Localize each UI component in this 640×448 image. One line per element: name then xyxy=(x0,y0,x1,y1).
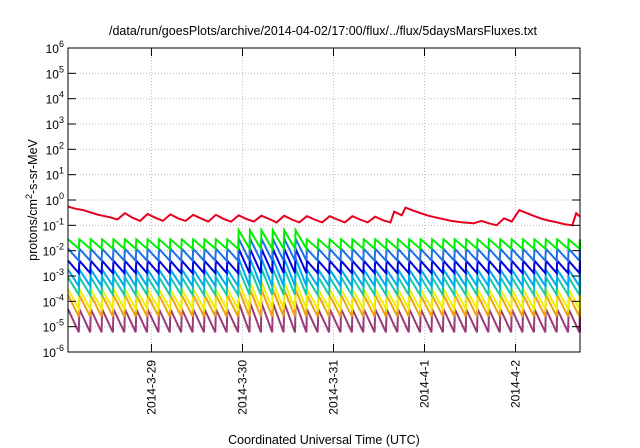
y-tick-label: 103 xyxy=(46,115,64,132)
y-tick-label: 105 xyxy=(46,64,64,81)
y-tick-label: 102 xyxy=(46,140,64,157)
y-axis-label: protons/cm2-s-sr-MeV xyxy=(24,138,40,260)
axis-ticks xyxy=(68,47,580,353)
x-tick-label: 2014-4-2 xyxy=(509,360,523,408)
x-tick-label: 2014-3-29 xyxy=(144,360,158,415)
y-tick-labels: 106 105 104 103 102 101 100 10-1 10-2 10-3 10-4 10-… xyxy=(43,39,64,360)
series-line xyxy=(67,238,581,264)
x-tick-label: 2014-4-1 xyxy=(418,360,432,408)
series-line xyxy=(67,226,581,253)
y-tick-label: 10-4 xyxy=(43,292,64,309)
y-tick-label: 10-2 xyxy=(43,242,64,259)
series-line xyxy=(67,205,581,227)
chart-title: /data/run/goesPlots/archive/2014-04-02/1… xyxy=(109,24,538,38)
y-tick-label: 10-6 xyxy=(43,343,64,360)
series-line xyxy=(67,248,581,276)
y-tick-label: 101 xyxy=(46,166,64,183)
x-tick-label: 2014-3-30 xyxy=(235,360,249,415)
x-tick-label: 2014-3-31 xyxy=(326,360,340,415)
y-tick-label: 106 xyxy=(46,39,64,56)
series-lines xyxy=(67,205,581,333)
y-tick-label: 10-1 xyxy=(43,216,64,233)
y-tick-label: 10-5 xyxy=(43,318,64,335)
x-axis-label: Coordinated Universal Time (UTC) xyxy=(228,433,420,447)
y-tick-label: 104 xyxy=(46,90,64,107)
y-tick-label: 100 xyxy=(46,191,64,208)
x-tick-labels: 2014-3-29 2014-3-30 2014-3-31 2014-4-1 2014-… xyxy=(144,360,522,415)
y-tick-label: 10-3 xyxy=(43,267,64,284)
